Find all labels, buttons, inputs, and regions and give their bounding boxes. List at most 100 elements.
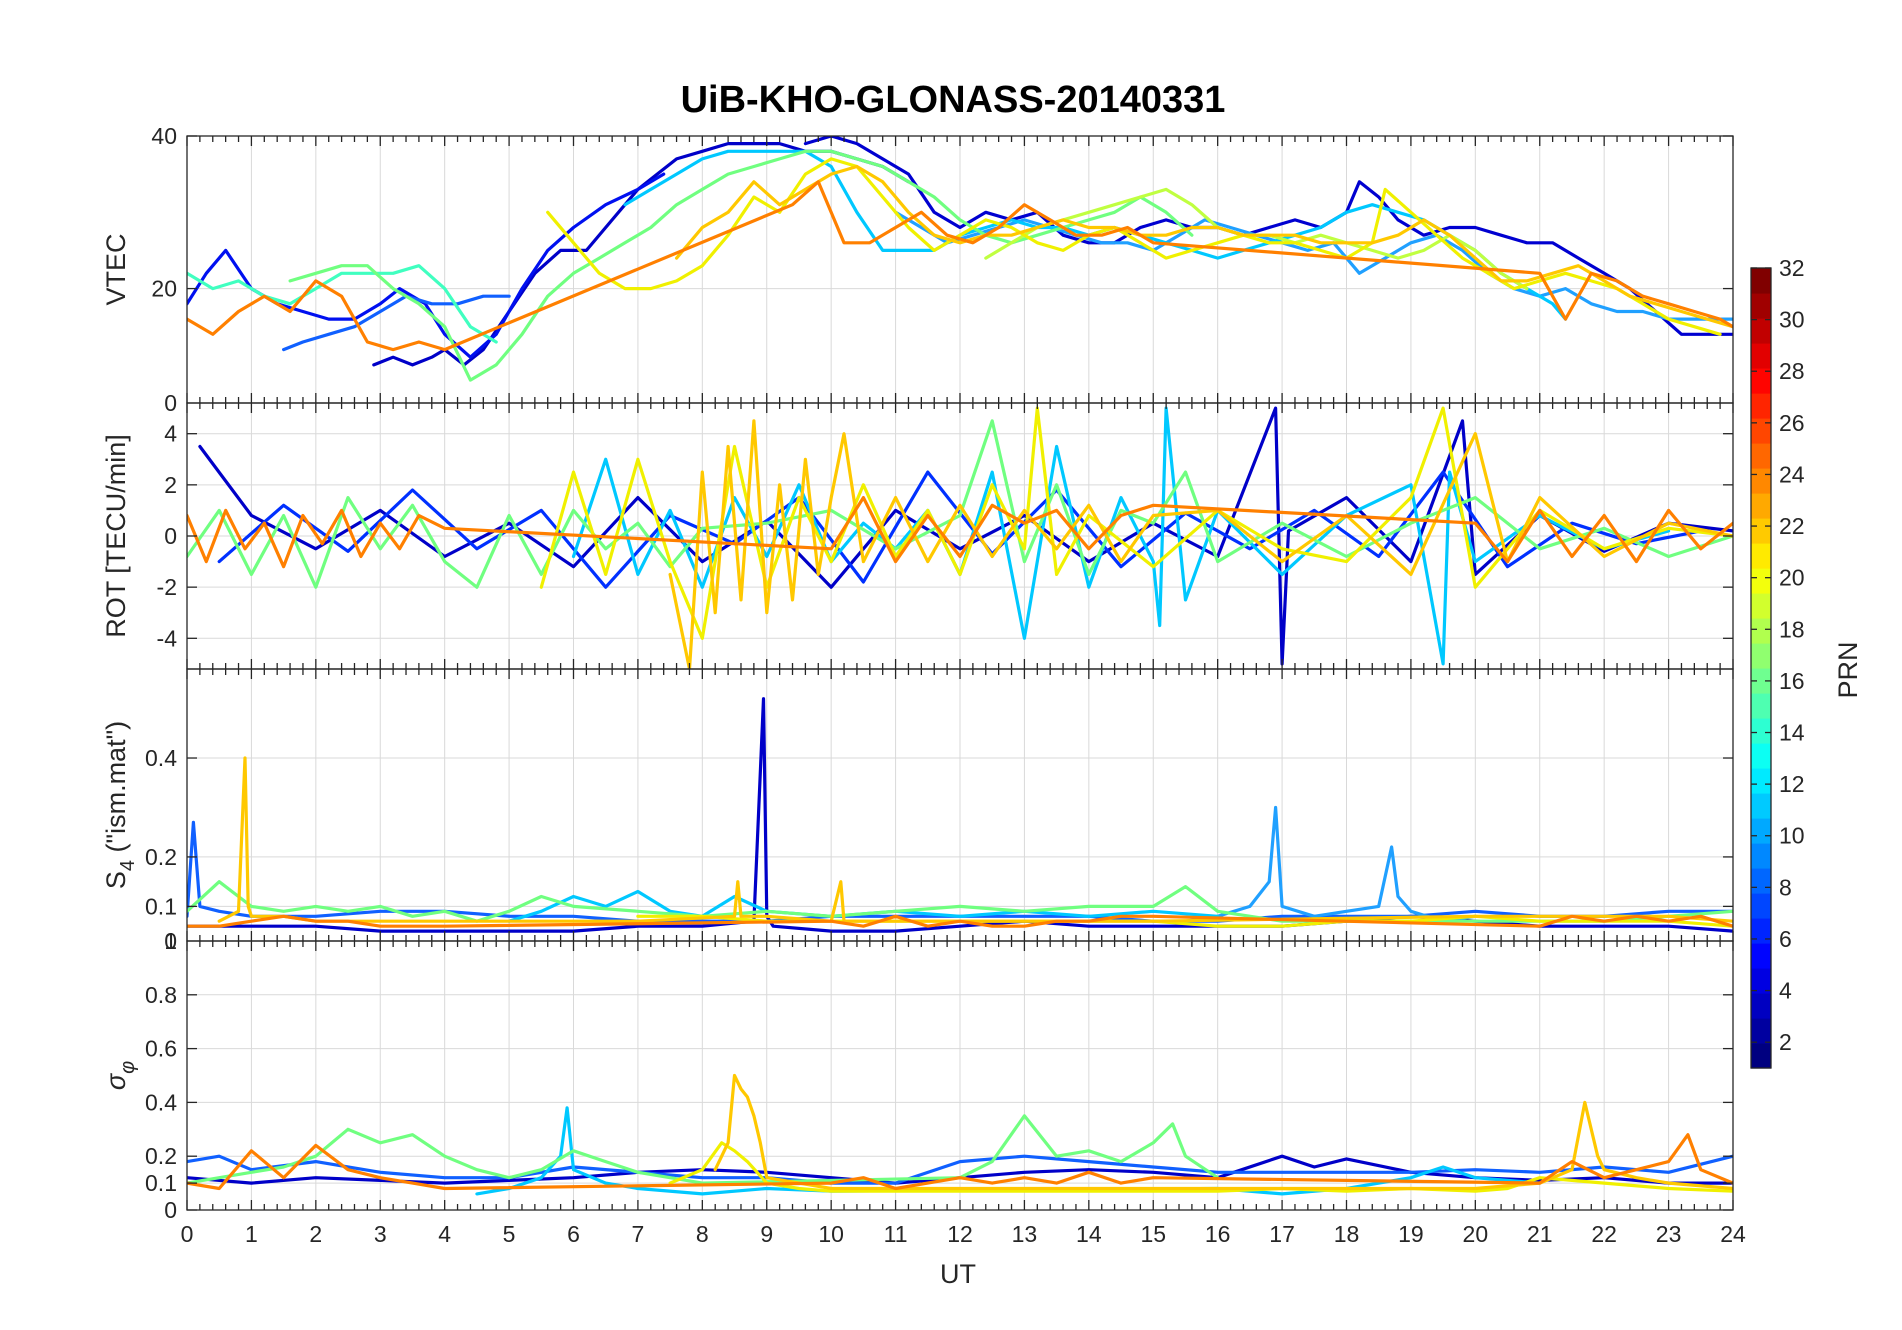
y-tick-label: 0	[164, 1197, 177, 1223]
colorbar-tick-label: 24	[1779, 461, 1805, 487]
panel-rot: -4 -2 0 2 4 ROT [TECU/min]	[101, 402, 1734, 670]
x-tick-label: 21	[1527, 1221, 1553, 1247]
y-tick-label: 1	[164, 928, 177, 954]
colorbar-segment	[1751, 918, 1771, 944]
series-line-prn-2	[198, 406, 1733, 666]
x-tick-label: 3	[374, 1221, 387, 1247]
colorbar-tick-label: 22	[1779, 513, 1805, 539]
x-tick-label: 16	[1205, 1221, 1231, 1247]
x-tick-label: 13	[1012, 1221, 1038, 1247]
colorbar-segment	[1751, 818, 1771, 844]
colorbar-tick-label: 30	[1779, 307, 1805, 333]
colorbar-segment	[1751, 893, 1771, 919]
y-axis-label: σφ	[101, 1061, 139, 1090]
colorbar-segment	[1751, 768, 1771, 794]
colorbar-tick-label: 14	[1779, 720, 1805, 746]
series-line-prn-16	[187, 419, 1733, 589]
colorbar-tick-label: 2	[1779, 1029, 1792, 1055]
colorbar-tick-label: 4	[1779, 978, 1792, 1004]
colorbar-segment	[1751, 943, 1771, 969]
y-tick-label: -2	[157, 574, 177, 600]
y-tick-label: 4	[164, 421, 177, 447]
x-tick-label: 14	[1076, 1221, 1102, 1247]
series-line-prn-20	[546, 157, 1722, 336]
colorbar-segment	[1751, 343, 1771, 369]
y-axis-label-main: S	[101, 871, 131, 889]
y-tick-label: 0.2	[145, 844, 177, 870]
colorbar-tick-label: 6	[1779, 926, 1792, 952]
y-axis-label: VTEC	[101, 233, 131, 305]
series-line-prn-24	[187, 914, 1733, 928]
colorbar-segment	[1751, 593, 1771, 619]
y-axis-label: ROT [TECU/min]	[101, 434, 131, 638]
colorbar-segment	[1751, 393, 1771, 419]
colorbar-segment	[1751, 868, 1771, 894]
colorbar-segment	[1751, 643, 1771, 669]
y-tick-label: -4	[157, 625, 178, 651]
series-line-prn-2	[187, 1154, 1733, 1185]
y-axis-label-subscript: φ	[117, 1061, 139, 1074]
series-group	[187, 406, 1733, 669]
colorbar-segment	[1751, 268, 1771, 294]
series-line-prn-22	[675, 164, 1733, 329]
colorbar-segment	[1751, 568, 1771, 594]
series-line-prn-22	[217, 756, 1733, 923]
y-tick-label: 0	[164, 390, 177, 416]
x-axis-tick-labels: 0 1 2 3 4 5 6 7 8 9 10 11 12 13 14 15 16 17 18 19 20 21 22 23 24	[181, 1221, 1746, 1247]
colorbar-segment	[1751, 968, 1771, 994]
colorbar-segment	[1751, 443, 1771, 469]
y-axis-label-rest: ("ism.mat")	[101, 721, 131, 860]
colorbar-tick-label: 8	[1779, 874, 1792, 900]
x-tick-label: 5	[503, 1221, 516, 1247]
x-tick-label: 12	[947, 1221, 973, 1247]
x-tick-label: 17	[1269, 1221, 1295, 1247]
y-axis-label-main: σ	[101, 1072, 131, 1090]
colorbar-tick-label: 28	[1779, 358, 1805, 384]
colorbar-tick-label: 20	[1779, 565, 1805, 591]
x-tick-label: 20	[1463, 1221, 1489, 1247]
chart-title: UiB-KHO-GLONASS-20140331	[681, 79, 1226, 121]
colorbar-tick-label: 18	[1779, 616, 1805, 642]
x-axis-label: UT	[940, 1259, 976, 1289]
y-tick-label: 0.4	[145, 745, 177, 771]
colorbar-segment	[1751, 793, 1771, 819]
series-line-prn-5	[803, 136, 1733, 336]
y-tick-label: 0.1	[145, 1170, 177, 1196]
colorbar-segment	[1751, 543, 1771, 569]
series-line-prn-20	[539, 406, 1733, 640]
colorbar-frame	[1750, 267, 1772, 1069]
y-tick-label: 0.6	[145, 1036, 177, 1062]
colorbar-segment	[1751, 418, 1771, 444]
colorbar-segment	[1751, 993, 1771, 1019]
series-line-prn-7	[282, 294, 511, 352]
colorbar-segment	[1751, 518, 1771, 544]
x-tick-label: 23	[1656, 1221, 1682, 1247]
x-tick-label: 2	[309, 1221, 322, 1247]
x-tick-label: 1	[245, 1221, 258, 1247]
x-tick-label: 18	[1334, 1221, 1360, 1247]
y-tick-label: 40	[151, 123, 177, 149]
y-tick-label: 0.4	[145, 1089, 177, 1115]
y-axis-label: S4 ("ism.mat")	[101, 721, 139, 889]
series-line-prn-24	[187, 496, 1733, 569]
colorbar-tick-label: 12	[1779, 771, 1805, 797]
colorbar-segment	[1751, 1018, 1771, 1044]
x-tick-label: 0	[181, 1221, 194, 1247]
series-group	[187, 136, 1733, 382]
colorbar-segment	[1751, 843, 1771, 869]
x-tick-label: 7	[632, 1221, 645, 1247]
colorbar-segment	[1751, 718, 1771, 744]
x-tick-label: 15	[1140, 1221, 1166, 1247]
colorbar-tick-label: 26	[1779, 410, 1805, 436]
y-tick-label: 2	[164, 472, 177, 498]
x-tick-label: 6	[567, 1221, 580, 1247]
series-line-prn-9	[894, 210, 1733, 321]
series-line-prn-24	[187, 180, 1733, 352]
series-line-prn-11	[571, 406, 1671, 666]
series-line-prn-14	[187, 264, 498, 344]
series-line-prn-12	[507, 889, 1220, 923]
x-tick-label: 19	[1398, 1221, 1424, 1247]
x-tick-label: 11	[884, 1221, 908, 1247]
